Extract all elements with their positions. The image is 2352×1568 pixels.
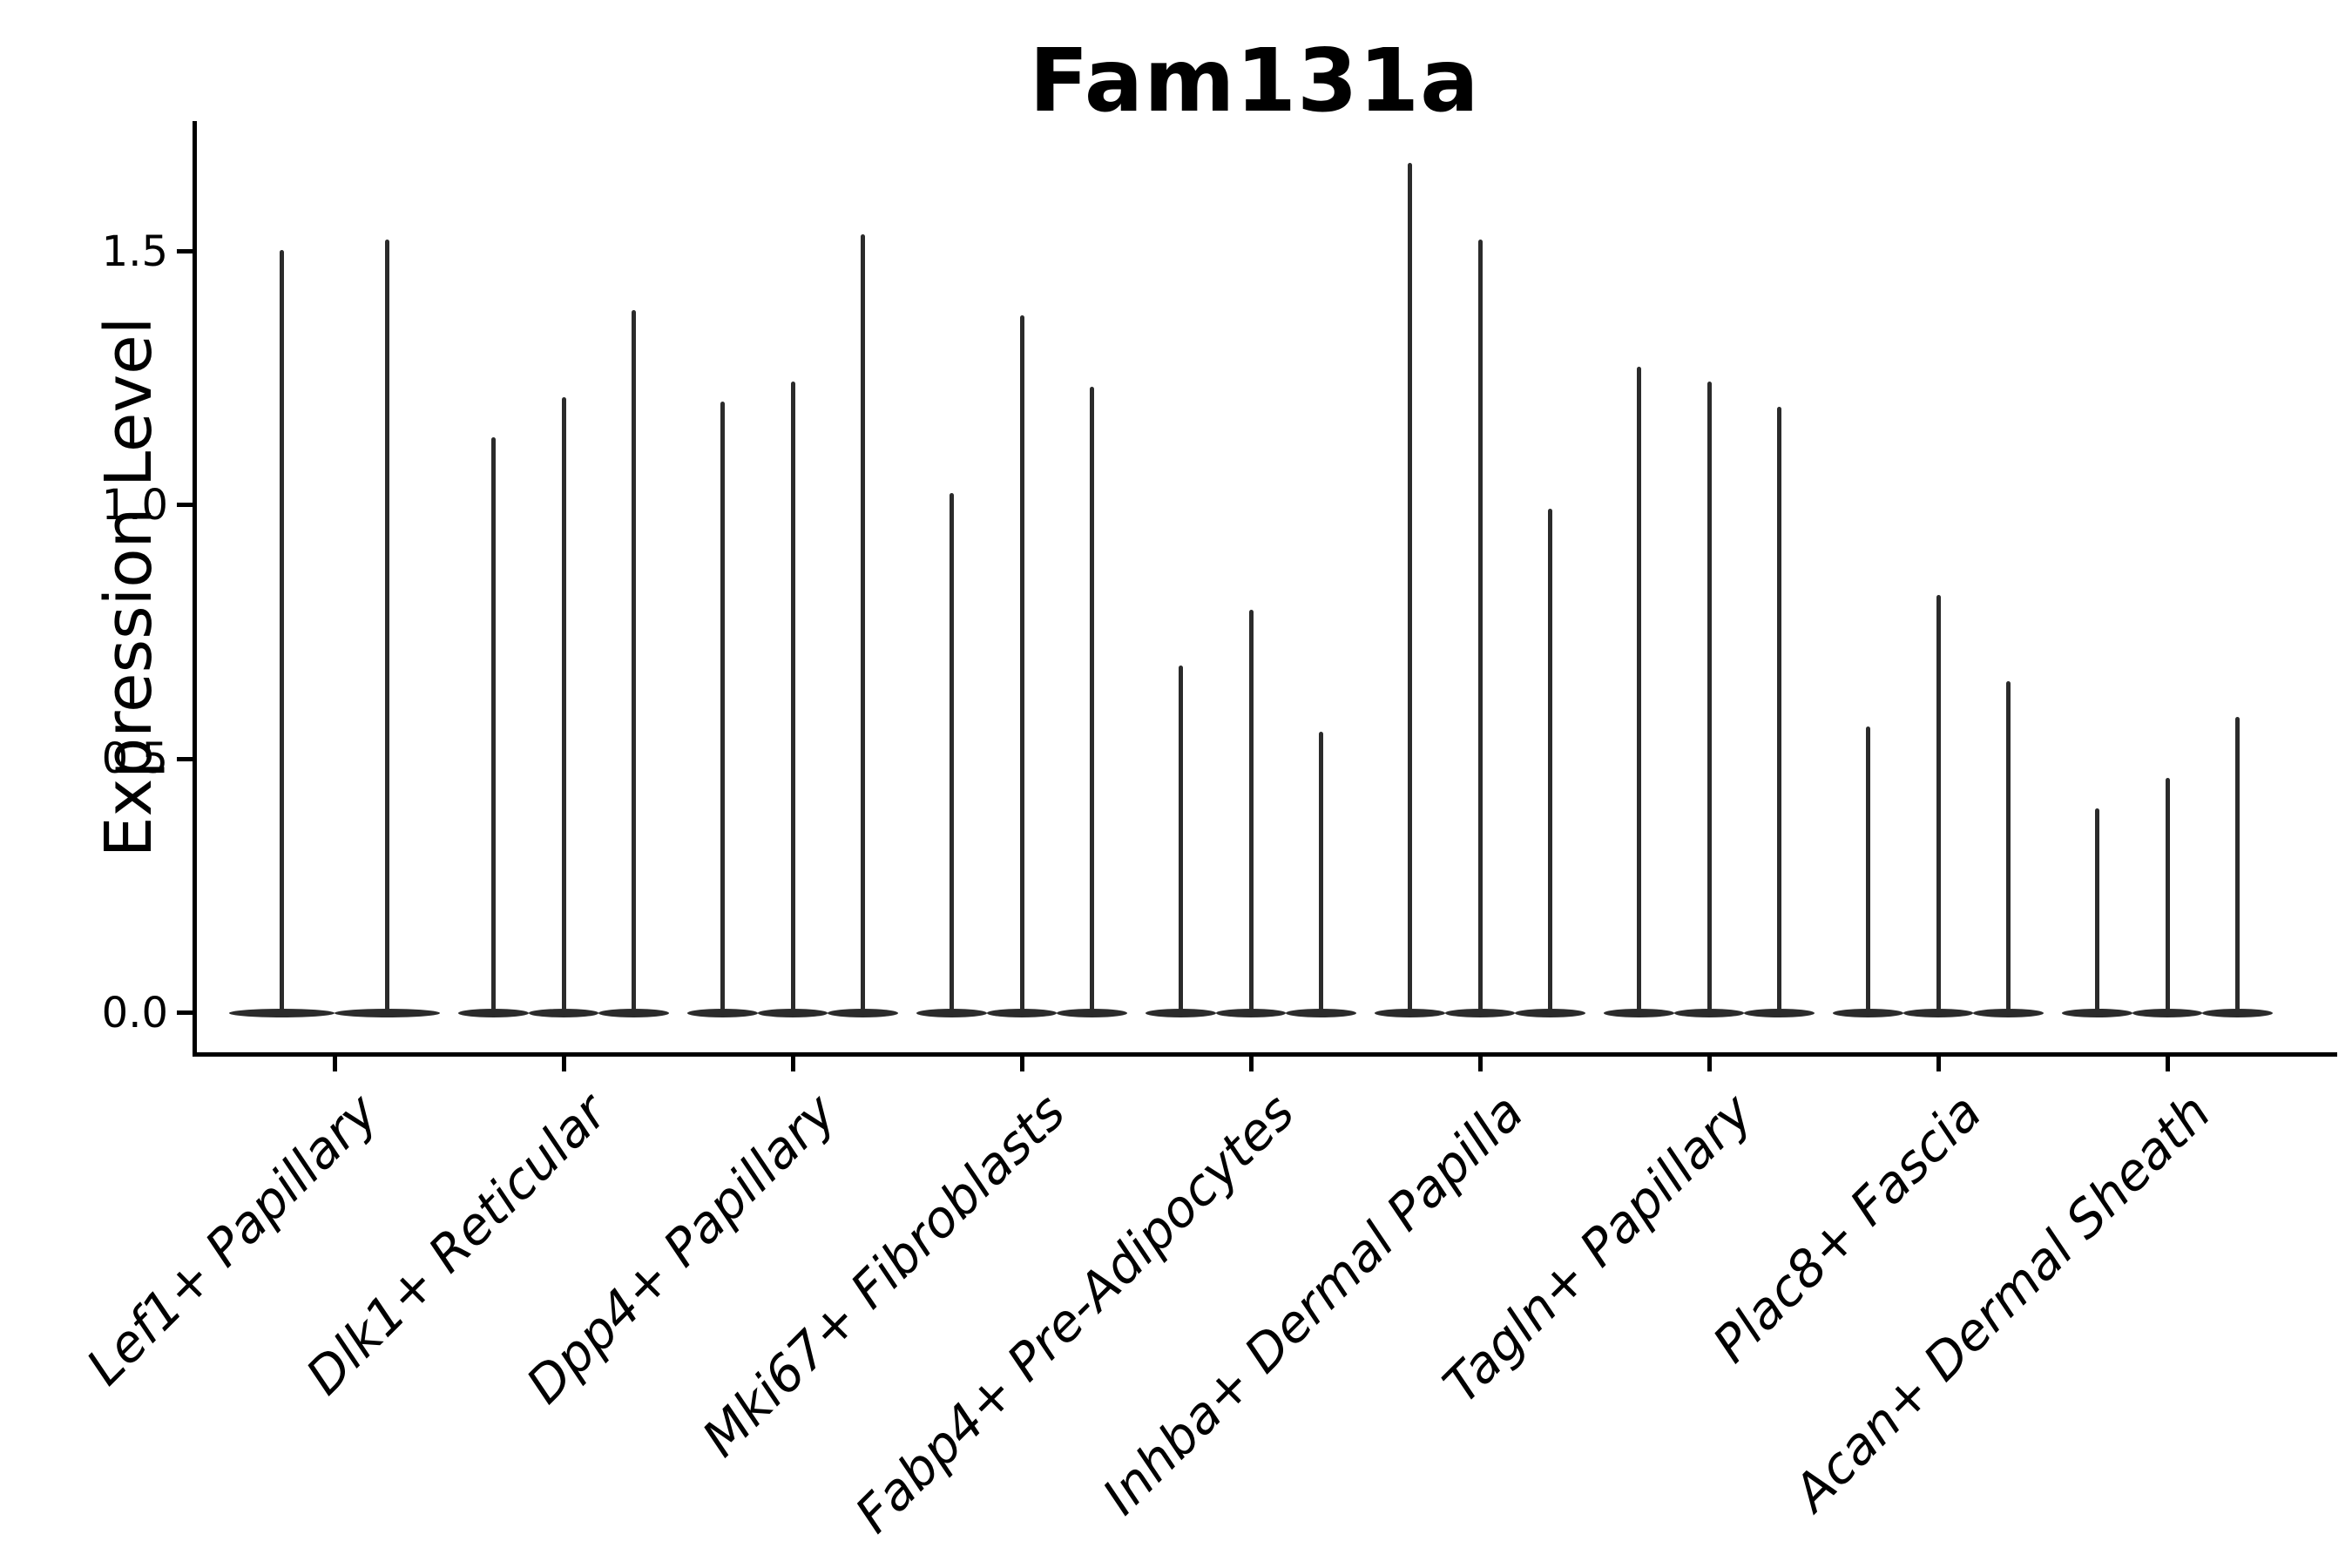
violin-spike: [1477, 239, 1483, 1015]
x-axis-tick: [790, 1057, 795, 1071]
violin-spike: [561, 396, 566, 1015]
x-axis-tick: [561, 1057, 566, 1071]
chart-title: Fam131a: [1029, 30, 1480, 132]
violin-spike: [2235, 716, 2240, 1015]
violin-spike: [385, 239, 389, 1015]
y-axis-tick-label: 0.0: [101, 988, 168, 1037]
y-axis-tick: [177, 1010, 193, 1016]
violin-spike: [790, 382, 795, 1015]
x-axis-tick: [332, 1057, 337, 1071]
violin-spike: [280, 249, 284, 1015]
violin-spike: [861, 234, 866, 1015]
y-axis-tick: [177, 756, 193, 761]
violin-spike: [2094, 808, 2099, 1015]
violin-spike: [1248, 610, 1254, 1015]
y-axis-tick-label: 1.5: [101, 226, 168, 276]
violin-spike: [490, 437, 496, 1015]
y-axis-tick-label: 0.5: [101, 734, 168, 784]
x-axis-tick: [2165, 1057, 2170, 1071]
violin-spike: [1936, 594, 1941, 1015]
violin-spike: [632, 310, 637, 1015]
violin-spike: [1865, 727, 1870, 1015]
y-axis-tick: [177, 249, 193, 253]
violin-spike: [1548, 508, 1553, 1015]
y-axis-tick: [177, 503, 193, 508]
violin-spike: [1019, 315, 1024, 1015]
violin-spike: [1407, 163, 1412, 1015]
y-axis-tick-label: 1.0: [101, 480, 168, 530]
x-axis-spine: [193, 1052, 2337, 1057]
x-axis-tick: [1248, 1057, 1254, 1071]
violin-spike: [1319, 732, 1324, 1015]
violin-spike: [1090, 386, 1095, 1015]
violin-spike: [720, 402, 725, 1015]
violin-spike: [2006, 680, 2011, 1015]
x-axis-tick-label: Fabp4+ Pre-Adipocytes: [843, 1082, 1306, 1544]
x-axis-tick: [1707, 1057, 1712, 1071]
x-axis-tick-label: Acan+ Dermal Sheath: [1781, 1082, 2222, 1523]
violin-spike: [1707, 382, 1712, 1015]
violin-spike: [949, 493, 954, 1015]
violin-spike: [1777, 407, 1782, 1015]
x-axis-tick-label: Inhba+ Dermal Papilla: [1091, 1082, 1535, 1526]
x-axis-tick: [1936, 1057, 1941, 1071]
violin-spike: [1178, 666, 1183, 1015]
violin-spike: [1636, 366, 1641, 1015]
violin-spike: [2165, 777, 2170, 1015]
x-axis-tick: [1477, 1057, 1483, 1071]
y-axis-spine: [193, 121, 197, 1057]
x-axis-tick: [1019, 1057, 1024, 1071]
